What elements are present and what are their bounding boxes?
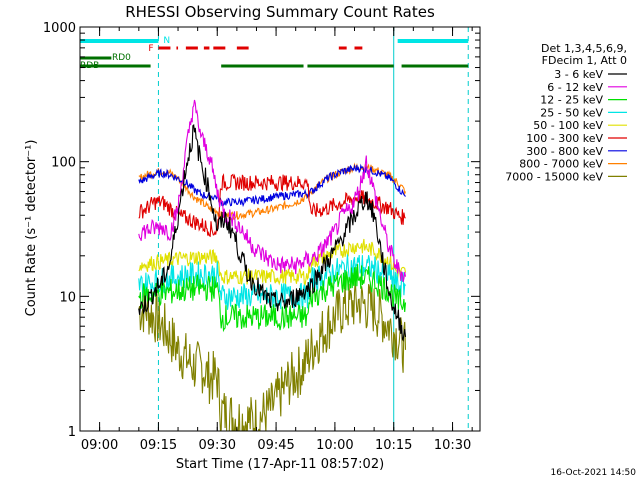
- x-tick-label: 10:00: [316, 438, 353, 453]
- y-tick-label: 1000: [43, 21, 76, 36]
- x-axis-label: Start Time (17-Apr-11 08:57:02): [176, 457, 384, 472]
- y-tick-label: 1: [68, 425, 76, 440]
- legend-header-line: Det 1,3,4,5,6,9,: [541, 42, 627, 55]
- legend-label: 12 - 25 keV: [540, 94, 603, 107]
- series-line: [138, 123, 407, 342]
- series-line: [138, 264, 407, 333]
- x-tick-label: 10:15: [375, 438, 412, 453]
- plot-area: NF RD0 RDB: [80, 27, 469, 431]
- legend-label: 800 - 7000 keV: [519, 158, 603, 171]
- legend-header: Det 1,3,4,5,6,9,FDecim 1, Att 0: [541, 42, 627, 67]
- legend-label: 50 - 100 keV: [533, 119, 603, 132]
- legend-label: 3 - 6 keV: [554, 68, 603, 81]
- legend-label: 100 - 300 keV: [526, 132, 603, 145]
- x-tick-label: 09:00: [81, 438, 118, 453]
- plot-frame: [79, 26, 481, 432]
- timestamp-label: 16-Oct-2021 14:50: [551, 468, 637, 478]
- series-line: [138, 278, 407, 431]
- legend-label: 300 - 800 keV: [526, 145, 603, 158]
- series-line: [138, 99, 407, 283]
- chart-title: RHESSI Observing Summary Count Rates: [125, 3, 435, 21]
- y-tick-label: 10: [59, 290, 76, 305]
- x-tick-label: 09:15: [140, 438, 177, 453]
- series-line: [138, 238, 407, 287]
- x-tick-label: 09:45: [257, 438, 294, 453]
- state-label-f: F: [148, 44, 153, 54]
- legend-label: 6 - 12 keV: [547, 81, 603, 94]
- legend-header-line: FDecim 1, Att 0: [542, 54, 627, 67]
- legend-label: 25 - 50 keV: [540, 106, 603, 119]
- series-line: [138, 173, 406, 238]
- state-label-n: N: [163, 36, 170, 46]
- state-label-rd0: RD0: [112, 53, 131, 63]
- x-tick-label: 09:30: [199, 438, 236, 453]
- y-axis-label: Count Rate (s⁻¹ detector⁻¹): [24, 140, 39, 317]
- axes: 1 10 100 1000 09:00 09:15 09:30 09:45 10:00 10:15…: [43, 21, 480, 453]
- legend-label: 7000 - 15000 keV: [505, 170, 603, 183]
- y-tick-label: 100: [51, 156, 76, 171]
- state-label-rdb: RDB: [80, 61, 99, 71]
- series-group: [138, 99, 407, 431]
- x-tick-label: 10:30: [434, 438, 471, 453]
